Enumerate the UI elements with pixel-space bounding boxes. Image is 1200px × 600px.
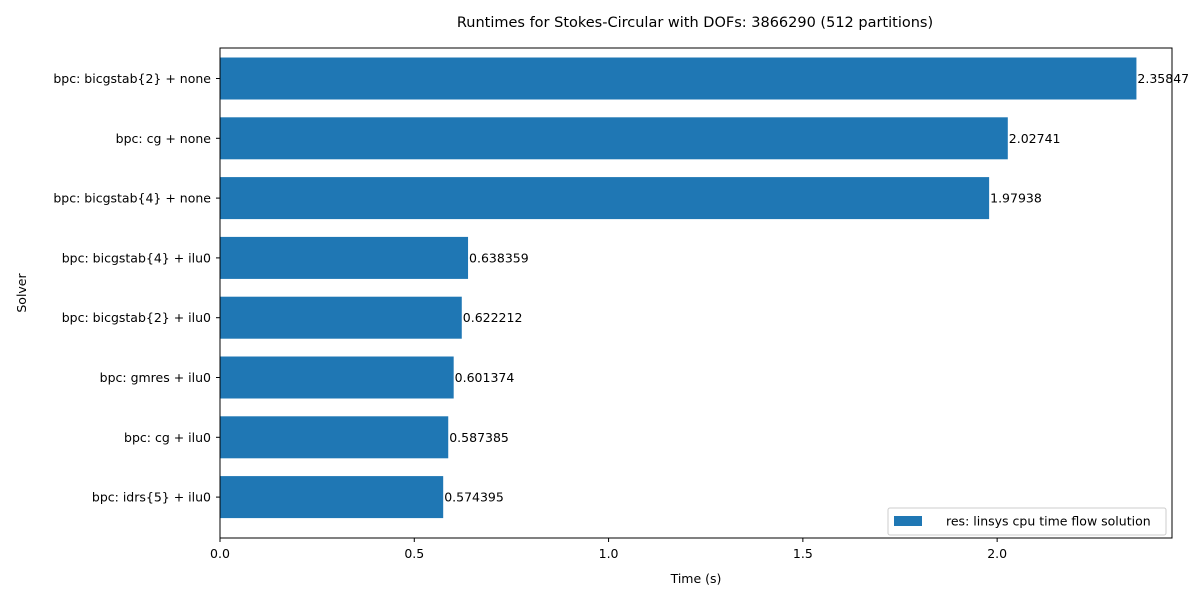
x-tick-label: 0.5 bbox=[404, 546, 424, 561]
plot-area-frame bbox=[219, 47, 1173, 539]
y-axis-label: Solver bbox=[14, 273, 29, 313]
bar-value-label: 0.622212 bbox=[463, 310, 523, 325]
bar bbox=[220, 177, 990, 220]
value-labels-group: 2.35847 2.02741 1.97938 0.638359 0.622212 0.6… bbox=[444, 71, 1189, 505]
x-tick-label: 2.0 bbox=[987, 546, 1007, 561]
bar bbox=[220, 236, 469, 279]
y-tick-label: bpc: bicgstab{2} + none bbox=[53, 71, 211, 86]
y-tick-label: bpc: cg + none bbox=[116, 131, 212, 146]
legend-frame bbox=[887, 507, 1167, 536]
y-tick-label: bpc: bicgstab{2} + ilu0 bbox=[62, 310, 211, 325]
bar-value-label: 0.638359 bbox=[469, 250, 529, 265]
y-tick-label: bpc: idrs{5} + ilu0 bbox=[92, 490, 211, 505]
y-tick-label: bpc: gmres + ilu0 bbox=[100, 370, 211, 385]
x-tick-label: 0.0 bbox=[210, 546, 230, 561]
bar bbox=[220, 296, 462, 339]
bar-value-label: 2.02741 bbox=[1009, 131, 1061, 146]
y-tick-label: bpc: bicgstab{4} + ilu0 bbox=[62, 250, 211, 265]
x-tick-label: 1.0 bbox=[599, 546, 619, 561]
x-axis-ticks: 0.0 0.5 1.0 1.5 2.0 bbox=[210, 538, 1007, 561]
bar-value-label: 0.601374 bbox=[455, 370, 515, 385]
legend-swatch bbox=[894, 516, 922, 526]
legend: res: linsys cpu time flow solution bbox=[887, 507, 1167, 536]
bar bbox=[220, 416, 449, 459]
bar bbox=[220, 356, 454, 399]
bars-group bbox=[220, 57, 1137, 519]
chart-title: Runtimes for Stokes-Circular with DOFs: … bbox=[457, 15, 933, 31]
bar bbox=[220, 476, 444, 519]
y-axis-ticks: bpc: bicgstab{2} + none bpc: cg + none bpc… bbox=[53, 71, 220, 505]
y-tick-label: bpc: cg + ilu0 bbox=[124, 430, 211, 445]
x-tick-label: 1.5 bbox=[793, 546, 813, 561]
bar bbox=[220, 57, 1137, 100]
bar bbox=[220, 117, 1008, 160]
bar-value-label: 2.35847 bbox=[1137, 71, 1189, 86]
x-axis-label: Time (s) bbox=[670, 571, 722, 586]
bar-value-label: 0.574395 bbox=[444, 490, 504, 505]
bar-value-label: 0.587385 bbox=[449, 430, 509, 445]
y-tick-label: bpc: bicgstab{4} + none bbox=[53, 191, 211, 206]
bar-value-label: 1.97938 bbox=[990, 191, 1042, 206]
legend-label: res: linsys cpu time flow solution bbox=[946, 514, 1151, 529]
